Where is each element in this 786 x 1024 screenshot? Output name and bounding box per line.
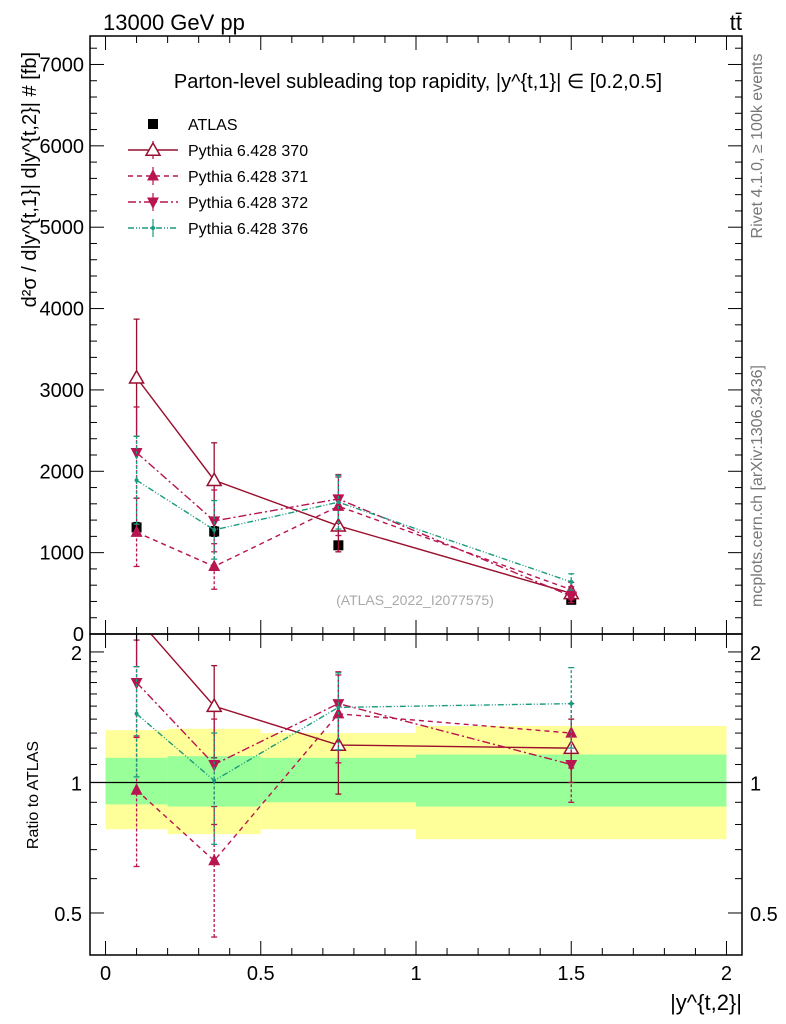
main-series-1 xyxy=(128,318,580,601)
ratio-point xyxy=(130,611,144,623)
ratio-point xyxy=(130,783,143,795)
main-ytick-label: 4000 xyxy=(40,299,85,321)
main-ytick-label: 5000 xyxy=(40,217,85,239)
ratio-xtick-label: 1.5 xyxy=(557,963,585,985)
ratio-xtick-label: 1 xyxy=(410,963,421,985)
legend-entry-1: Pythia 6.428 370 xyxy=(128,141,308,160)
main-ytick-label: 6000 xyxy=(40,136,85,158)
main-chart-title: Parton-level subleading top rapidity, |y… xyxy=(174,71,662,93)
main-y-axis-label: d²σ / d|y^{t,1}| d|y^{t,2}| # [fb] xyxy=(19,52,41,307)
ratio-series-layer xyxy=(130,611,580,938)
ratio-series-3 xyxy=(133,665,575,845)
ratio-point xyxy=(212,778,217,783)
main-panel: 0 1000 2000 3000 4000 5000 6000 7000 Parton-lev… xyxy=(19,35,743,646)
main-series-3 xyxy=(130,406,578,604)
main-point xyxy=(336,500,341,505)
legend-label: Pythia 6.428 370 xyxy=(188,143,308,160)
watermark: (ATLAS_2022_I2077575) xyxy=(336,592,494,608)
rivet-label: Rivet 4.1.0, ≥ 100k events xyxy=(749,54,766,239)
main-ytick-label: 1000 xyxy=(40,543,85,565)
legend-marker xyxy=(148,119,158,129)
ratio-xtick-label: 0.5 xyxy=(247,963,275,985)
main-ytick-label: 2000 xyxy=(40,461,85,483)
legend-marker xyxy=(151,226,155,230)
x-axis-label: |y^{t,2}| xyxy=(670,990,742,1015)
legend: ATLAS Pythia 6.428 370 Pythia 6.428 371 Pyt… xyxy=(128,117,308,238)
ratio-xtick-label: 0 xyxy=(100,963,111,985)
ratio-panel: 0.5 0.51 12 20 0.5 1 1.5 2 Ratio to ATLAS |y^{t… xyxy=(25,611,778,1015)
main-line-1 xyxy=(136,377,572,594)
ratio-y-axis-label: Ratio to ATLAS xyxy=(25,741,42,849)
legend-label: ATLAS xyxy=(188,117,238,134)
main-series-layer xyxy=(128,318,580,605)
main-line-2 xyxy=(136,505,572,591)
ratio-ytick-label-right: 0.5 xyxy=(750,904,778,926)
ratio-ytick-label: 2 xyxy=(71,643,82,665)
main-ytick-label: 0 xyxy=(73,624,84,646)
main-ytick-label: 3000 xyxy=(40,380,85,402)
ratio-line-0 xyxy=(150,634,572,749)
ratio-point xyxy=(208,759,221,772)
main-point xyxy=(134,478,139,483)
process-label: tt̄ xyxy=(730,10,742,35)
legend-entry-3: Pythia 6.428 372 xyxy=(128,193,308,212)
ratio-point xyxy=(205,697,223,713)
legend-label: Pythia 6.428 371 xyxy=(188,169,308,186)
legend-marker xyxy=(147,169,159,181)
energy-label: 13000 GeV pp xyxy=(103,10,245,35)
ratio-ytick-label: 1 xyxy=(71,773,82,795)
main-point xyxy=(128,369,145,384)
ratio-line-2 xyxy=(136,682,572,766)
main-ytick-label: 7000 xyxy=(40,54,85,76)
main-line-4 xyxy=(136,479,572,583)
legend-entry-0: ATLAS xyxy=(148,117,238,134)
main-series-2 xyxy=(130,476,578,598)
ratio-ytick-label-right: 1 xyxy=(750,773,761,795)
ratio-ytick-label-right: 2 xyxy=(750,643,761,665)
main-point xyxy=(565,591,578,604)
main-series-4 xyxy=(133,435,575,591)
ratio-point xyxy=(336,705,341,710)
ratio-bands xyxy=(90,725,742,840)
mcplots-label: mcplots.cern.ch [arXiv:1306.3436] xyxy=(749,365,766,607)
main-point xyxy=(208,559,221,572)
legend-marker xyxy=(144,141,162,156)
main-point xyxy=(130,525,143,537)
main-point xyxy=(569,579,574,584)
legend-entry-4: Pythia 6.428 376 xyxy=(128,219,308,238)
ratio-point xyxy=(134,711,139,716)
legend-label: Pythia 6.428 376 xyxy=(188,221,308,238)
main-line-3 xyxy=(136,452,572,597)
ratio-ytick-label: 0.5 xyxy=(54,904,82,926)
main-axis-ticks: 0 1000 2000 3000 4000 5000 6000 7000 xyxy=(40,36,742,646)
ratio-point xyxy=(332,699,345,711)
ratio-point xyxy=(130,677,143,690)
legend-entry-2: Pythia 6.428 371 xyxy=(128,167,308,186)
ratio-point xyxy=(208,853,221,866)
ratio-point xyxy=(569,701,574,706)
main-point xyxy=(332,494,345,506)
main-point xyxy=(205,471,223,487)
ratio-xtick-label: 2 xyxy=(721,963,732,985)
ratio-axis-ticks: 0.5 0.5 1 1 2 2 0 0.5 1 1.5 2 xyxy=(54,634,778,985)
legend-marker xyxy=(147,197,159,209)
ratio-line-1 xyxy=(136,713,572,862)
legend-label: Pythia 6.428 372 xyxy=(188,195,308,212)
main-point xyxy=(212,527,217,532)
ratio-point xyxy=(565,759,578,772)
